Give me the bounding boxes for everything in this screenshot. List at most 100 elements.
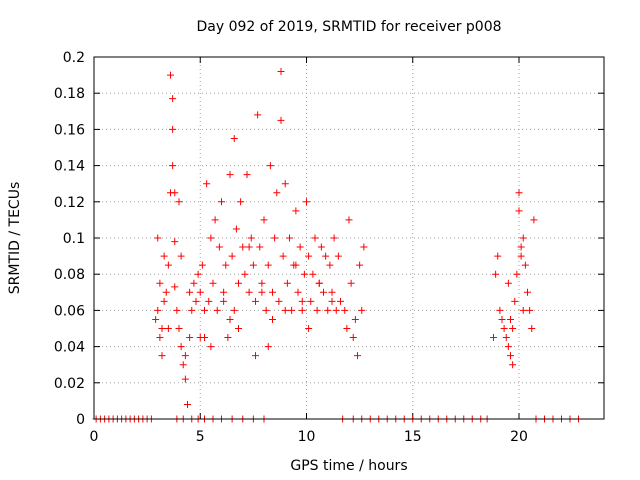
data-point xyxy=(246,289,253,296)
data-point xyxy=(248,235,255,242)
data-point xyxy=(524,289,531,296)
data-point xyxy=(356,262,363,269)
data-point xyxy=(210,280,217,287)
data-point xyxy=(267,162,274,169)
data-point xyxy=(197,289,204,296)
data-point xyxy=(227,171,234,178)
data-point xyxy=(252,298,259,305)
data-point xyxy=(190,280,197,287)
data-point xyxy=(156,334,163,341)
data-point xyxy=(305,325,312,332)
data-point xyxy=(167,72,174,79)
grid-lines xyxy=(94,57,604,419)
data-point xyxy=(333,307,340,314)
data-point xyxy=(159,352,166,359)
data-point xyxy=(231,135,238,142)
data-point xyxy=(233,225,240,232)
data-point xyxy=(271,235,278,242)
data-point xyxy=(203,180,210,187)
data-point xyxy=(309,271,316,278)
y-tick-label: 0.18 xyxy=(54,86,85,102)
y-tick-label: 0.2 xyxy=(63,50,85,66)
x-tick-label: 20 xyxy=(510,429,528,445)
data-point xyxy=(220,298,227,305)
data-points xyxy=(93,68,582,423)
chart-root: Day 092 of 2019, SRMTID for receiver p00… xyxy=(0,0,640,480)
data-point xyxy=(201,334,208,341)
data-point xyxy=(528,325,535,332)
data-point xyxy=(280,253,287,260)
x-tick-label: 10 xyxy=(298,429,316,445)
data-point xyxy=(216,244,223,251)
data-point xyxy=(224,334,231,341)
data-point xyxy=(318,244,325,251)
data-point xyxy=(530,216,537,223)
data-point xyxy=(156,280,163,287)
data-point xyxy=(326,262,333,269)
data-point xyxy=(297,244,304,251)
chart-svg: Day 092 of 2019, SRMTID for receiver p00… xyxy=(0,0,640,480)
data-point xyxy=(288,307,295,314)
data-point xyxy=(263,307,270,314)
x-axis-label: GPS time / hours xyxy=(290,458,407,474)
y-tick-label: 0.12 xyxy=(54,195,85,211)
data-point xyxy=(526,307,533,314)
data-point xyxy=(505,343,512,350)
data-point xyxy=(169,126,176,133)
data-point xyxy=(218,198,225,205)
data-point xyxy=(282,180,289,187)
data-point xyxy=(152,316,159,323)
data-point xyxy=(229,253,236,260)
data-point xyxy=(507,352,514,359)
data-point xyxy=(207,343,214,350)
data-point xyxy=(282,307,289,314)
data-point xyxy=(169,162,176,169)
data-point xyxy=(337,298,344,305)
chart-title: Day 092 of 2019, SRMTID for receiver p00… xyxy=(196,19,501,35)
data-point xyxy=(239,244,246,251)
data-point xyxy=(186,334,193,341)
x-tick-label: 0 xyxy=(90,429,99,445)
data-point xyxy=(331,235,338,242)
data-point xyxy=(154,307,161,314)
y-tick-label: 0.08 xyxy=(54,267,85,283)
data-point xyxy=(256,244,263,251)
data-point xyxy=(178,343,185,350)
data-point xyxy=(299,298,306,305)
data-point xyxy=(316,280,323,287)
data-point xyxy=(499,316,506,323)
data-point xyxy=(176,325,183,332)
data-point xyxy=(350,334,357,341)
data-point xyxy=(343,325,350,332)
data-point xyxy=(516,189,523,196)
y-tick-label: 0.1 xyxy=(63,231,85,247)
data-point xyxy=(246,244,253,251)
data-point xyxy=(188,307,195,314)
data-point xyxy=(324,307,331,314)
data-point xyxy=(176,198,183,205)
data-point xyxy=(490,334,497,341)
data-point xyxy=(220,289,227,296)
data-point xyxy=(182,352,189,359)
data-point xyxy=(265,262,272,269)
data-point xyxy=(341,307,348,314)
data-point xyxy=(360,244,367,251)
data-point xyxy=(184,401,191,408)
data-point xyxy=(154,235,161,242)
data-point xyxy=(278,68,285,75)
x-tick-label: 15 xyxy=(404,429,422,445)
data-point xyxy=(165,262,172,269)
y-tick-label: 0.02 xyxy=(54,376,85,392)
y-tick-label: 0.06 xyxy=(54,303,85,319)
data-point xyxy=(329,298,336,305)
data-point xyxy=(511,298,518,305)
data-point xyxy=(250,262,257,269)
data-point xyxy=(222,262,229,269)
data-point xyxy=(261,216,268,223)
x-tick-label: 5 xyxy=(196,429,205,445)
data-point xyxy=(171,238,178,245)
data-point xyxy=(278,117,285,124)
data-point xyxy=(207,235,214,242)
data-point xyxy=(329,289,336,296)
data-point xyxy=(212,216,219,223)
